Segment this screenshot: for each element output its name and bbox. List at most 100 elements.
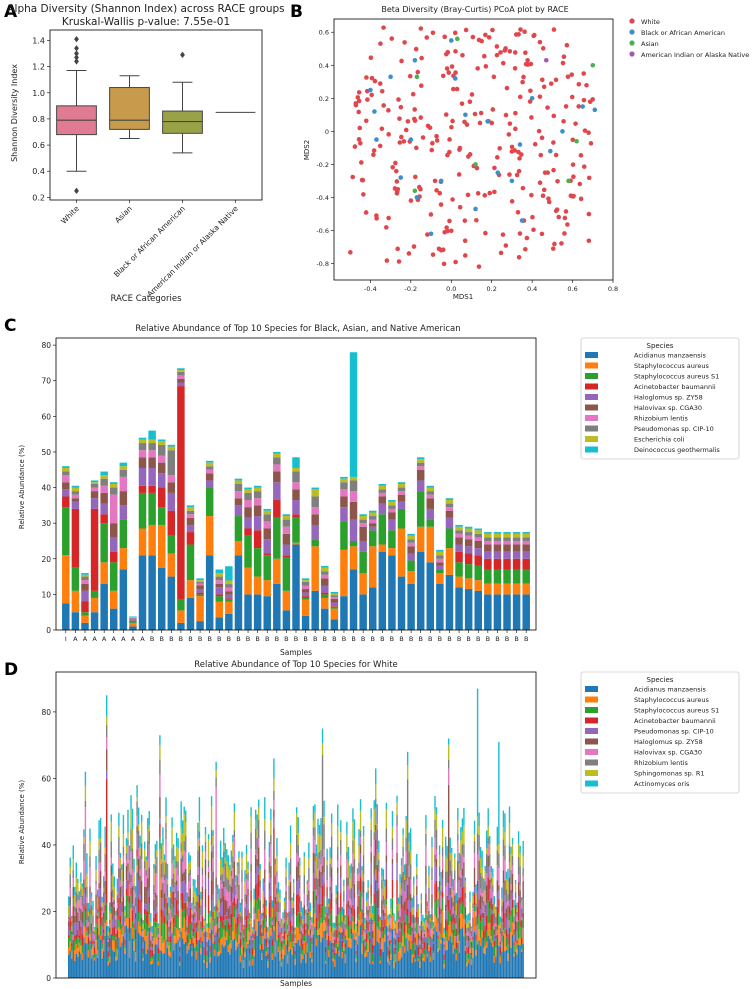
bar-segment: [416, 874, 418, 880]
bar-segment: [239, 962, 242, 978]
bar-segment: [420, 941, 423, 950]
bar-segment: [121, 925, 123, 929]
bar-segment: [99, 842, 102, 863]
bar-segment: [106, 724, 108, 738]
bar-segment: [169, 951, 172, 958]
point-white: [395, 246, 400, 252]
bar-segment: [446, 949, 448, 978]
bar-segment: [464, 898, 467, 907]
bar-segment: [330, 942, 333, 978]
bar-segment: [215, 761, 217, 771]
bar-segment: [277, 946, 280, 953]
bar-segment: [107, 961, 109, 966]
bar-segment: [80, 920, 82, 927]
bar-segment: [458, 897, 461, 904]
bar-segment: [503, 594, 511, 630]
bar-segment: [106, 737, 108, 750]
bar-segment: [238, 924, 240, 935]
xtick-label: B: [159, 635, 163, 643]
bar-segment: [368, 516, 377, 520]
bar-segment: [423, 931, 426, 934]
bar-segment: [213, 949, 216, 956]
bar-segment: [512, 569, 521, 584]
point-white: [539, 135, 545, 141]
bar-segment: [241, 905, 243, 917]
point-white: [475, 191, 481, 196]
bar-segment: [312, 835, 315, 853]
bar-segment: [265, 938, 267, 947]
bar-segment: [186, 915, 188, 928]
bar-segment: [349, 920, 351, 925]
bar-segment: [317, 895, 319, 905]
bar-segment: [148, 903, 150, 915]
bar-segment: [238, 884, 240, 901]
bar-segment: [148, 896, 150, 904]
bar-segment: [299, 865, 301, 875]
bar-segment: [520, 927, 523, 939]
bar-segment: [95, 909, 97, 915]
bar-segment: [178, 962, 181, 966]
point-white: [363, 210, 369, 215]
bar-segment: [376, 908, 378, 927]
bar-segment: [259, 900, 261, 914]
bar-segment: [410, 925, 412, 936]
bar-segment: [381, 913, 383, 920]
bar-segment: [436, 555, 444, 559]
bar-segment: [163, 939, 166, 954]
bar-segment: [209, 910, 211, 918]
bar-segment: [145, 910, 147, 923]
bar-segment: [276, 912, 278, 922]
bar-segment: [426, 942, 429, 951]
bar-segment: [201, 886, 204, 900]
bar-segment: [400, 942, 403, 958]
bar-segment: [90, 943, 93, 950]
bar-segment: [356, 880, 359, 895]
bar-segment: [486, 947, 488, 978]
bar-segment: [512, 537, 521, 541]
bar-segment: [438, 845, 441, 856]
bar-segment: [133, 923, 135, 929]
bar-segment: [241, 916, 243, 931]
point-white: [581, 97, 587, 103]
point-white: [379, 88, 385, 94]
point-white: [371, 152, 376, 158]
bar-segment: [218, 900, 220, 913]
bar-segment: [414, 942, 416, 950]
bar-segment: [144, 848, 146, 862]
bar-segment: [276, 876, 278, 889]
bar-segment: [171, 891, 173, 905]
bar-segment: [270, 835, 272, 845]
bar-segment: [466, 940, 468, 948]
bar-segment: [258, 874, 260, 897]
bar-segment: [236, 942, 239, 948]
bar-segment: [312, 852, 315, 874]
bar-segment: [292, 489, 300, 501]
bar-segment: [490, 878, 492, 883]
bar-segment: [522, 898, 524, 913]
bar-segment: [378, 840, 380, 853]
bar-segment: [493, 929, 495, 935]
bar-segment: [315, 895, 318, 901]
point-group-1: [473, 206, 478, 212]
bar-segment: [160, 859, 163, 864]
bar-segment: [96, 915, 99, 920]
bar-segment: [476, 944, 479, 978]
bar-segment: [134, 919, 137, 930]
bar-segment: [396, 879, 398, 905]
bar-segment: [288, 862, 290, 880]
bar-segment: [414, 957, 416, 960]
bar-segment: [148, 927, 150, 978]
bar-segment: [444, 855, 447, 872]
bar-segment: [376, 804, 378, 824]
bar-segment: [62, 489, 70, 497]
bar-segment: [145, 936, 147, 954]
bar-segment: [379, 942, 381, 949]
bar-segment: [508, 822, 511, 846]
bar-segment: [80, 926, 82, 941]
bar-segment: [329, 914, 331, 927]
bar-segment: [166, 915, 169, 921]
bar-segment: [446, 907, 448, 921]
bar-segment: [174, 900, 176, 915]
bar-segment: [364, 945, 366, 951]
